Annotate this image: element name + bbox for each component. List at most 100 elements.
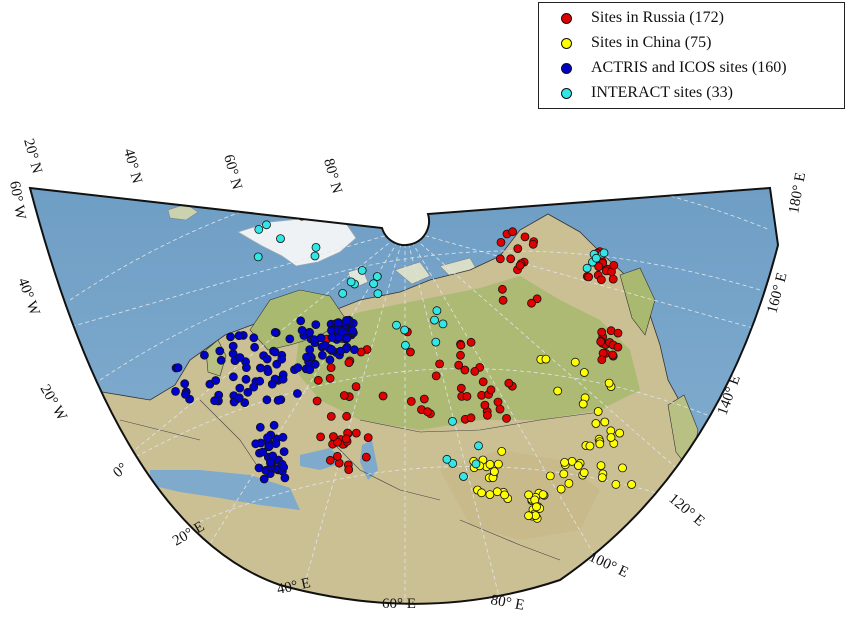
china-site-marker xyxy=(615,428,624,438)
russia-site-marker xyxy=(480,400,490,410)
greenland-land xyxy=(237,217,357,267)
russia-site-marker xyxy=(423,407,432,417)
actris-site-marker xyxy=(180,389,190,399)
actris-site-marker xyxy=(325,355,335,365)
china-site-marker xyxy=(600,417,610,427)
russia-site-marker xyxy=(344,465,354,475)
russia-site-marker xyxy=(513,244,523,254)
actris-site-marker xyxy=(199,350,209,360)
actris-site-marker xyxy=(265,458,275,468)
actris-site-marker xyxy=(249,382,259,392)
russia-site-marker xyxy=(351,382,361,392)
russia-site-marker xyxy=(454,360,464,370)
china-site-marker xyxy=(595,439,605,449)
interact-site-marker xyxy=(276,234,285,244)
interact-site-marker xyxy=(599,248,609,258)
actris-site-marker xyxy=(278,374,288,384)
russia-site-marker xyxy=(498,295,508,305)
russia-site-marker xyxy=(341,434,351,444)
interact-site-marker xyxy=(310,251,320,261)
russia-site-marker xyxy=(515,261,525,270)
actris-site-marker xyxy=(215,346,225,356)
china-site-marker xyxy=(556,484,566,494)
russia-site-marker xyxy=(482,410,492,420)
actris-site-marker xyxy=(279,462,289,472)
interact-site-marker xyxy=(369,279,379,289)
russia-site-marker xyxy=(504,378,514,388)
actris-site-marker xyxy=(235,383,245,393)
russia-site-marker xyxy=(313,375,323,385)
china-site-marker xyxy=(493,459,503,469)
china-site-marker xyxy=(611,479,621,489)
interact-site-marker xyxy=(471,459,481,469)
russia-site-marker xyxy=(339,391,349,400)
interact-site-marker xyxy=(400,340,410,350)
actris-site-marker xyxy=(305,365,315,375)
legend-label-russia: Sites in Russia (172) xyxy=(591,9,724,26)
russia-site-marker xyxy=(325,373,335,383)
russia-site-marker xyxy=(328,432,338,441)
parallel-labels: 20° N 40° N 60° N 80° N xyxy=(20,137,345,196)
actris-site-marker xyxy=(249,333,259,343)
actris-site-marker xyxy=(270,347,280,357)
russia-site-marker xyxy=(596,337,606,347)
actris-site-marker xyxy=(243,387,253,397)
china-site-marker xyxy=(545,471,555,481)
russia-site-marker xyxy=(466,337,476,347)
russia-site-marker xyxy=(316,432,326,442)
actris-site-marker xyxy=(263,367,273,377)
interact-site-marker xyxy=(438,319,448,329)
interact-site-marker xyxy=(431,337,441,347)
russia-site-marker xyxy=(405,347,415,357)
actris-site-marker xyxy=(267,379,277,389)
russia-site-marker xyxy=(528,239,538,249)
russia-site-marker xyxy=(506,254,516,264)
interact-site-marker xyxy=(432,306,442,316)
china-sites xyxy=(469,354,636,523)
map-border xyxy=(28,186,780,605)
russia-sites xyxy=(312,227,623,475)
legend-dot-china xyxy=(561,38,572,49)
label-60w: 60° W xyxy=(6,180,29,222)
label-120e: 120° E xyxy=(665,491,707,530)
russia-site-marker xyxy=(597,275,606,285)
interact-site-marker xyxy=(400,325,410,335)
china-site-marker xyxy=(489,467,499,477)
russia-site-marker xyxy=(361,452,371,462)
russia-site-marker xyxy=(478,377,488,387)
china-site-marker xyxy=(524,511,533,521)
russia-site-marker xyxy=(597,355,607,365)
russia-site-marker xyxy=(495,254,505,264)
label-40e: 40° E xyxy=(276,575,313,598)
label-180e: 180° E xyxy=(786,171,809,215)
actris-site-marker xyxy=(255,422,265,432)
interact-site-marker xyxy=(392,320,401,330)
actris-site-marker xyxy=(342,333,352,343)
kamchatka-land xyxy=(619,267,656,336)
actris-site-marker xyxy=(273,395,283,405)
russia-site-marker xyxy=(456,383,466,393)
russia-site-marker xyxy=(456,340,466,350)
interact-site-marker xyxy=(591,253,601,263)
actris-site-marker xyxy=(210,396,220,406)
actris-site-marker xyxy=(226,332,235,342)
actris-site-marker xyxy=(279,447,289,457)
legend-item-china: Sites in China (75) xyxy=(539,32,844,56)
russia-site-marker xyxy=(608,274,618,284)
legend-item-interact: INTERACT sites (33) xyxy=(539,82,844,106)
china-site-marker xyxy=(585,441,595,451)
china-site-marker xyxy=(500,490,510,500)
actris-site-marker xyxy=(320,340,330,350)
russia-site-marker xyxy=(326,411,336,421)
legend-dot-interact xyxy=(561,88,572,99)
actris-icos-sites xyxy=(171,315,359,484)
country-borders xyxy=(119,399,601,561)
china-site-marker xyxy=(570,357,580,367)
china-site-marker xyxy=(524,490,533,500)
china-site-marker xyxy=(593,407,603,416)
china-site-marker xyxy=(591,419,601,428)
russia-site-marker xyxy=(326,363,336,373)
label-60e: 60° E xyxy=(382,596,416,612)
china-site-marker xyxy=(532,502,541,512)
russia-site-marker xyxy=(497,284,507,294)
